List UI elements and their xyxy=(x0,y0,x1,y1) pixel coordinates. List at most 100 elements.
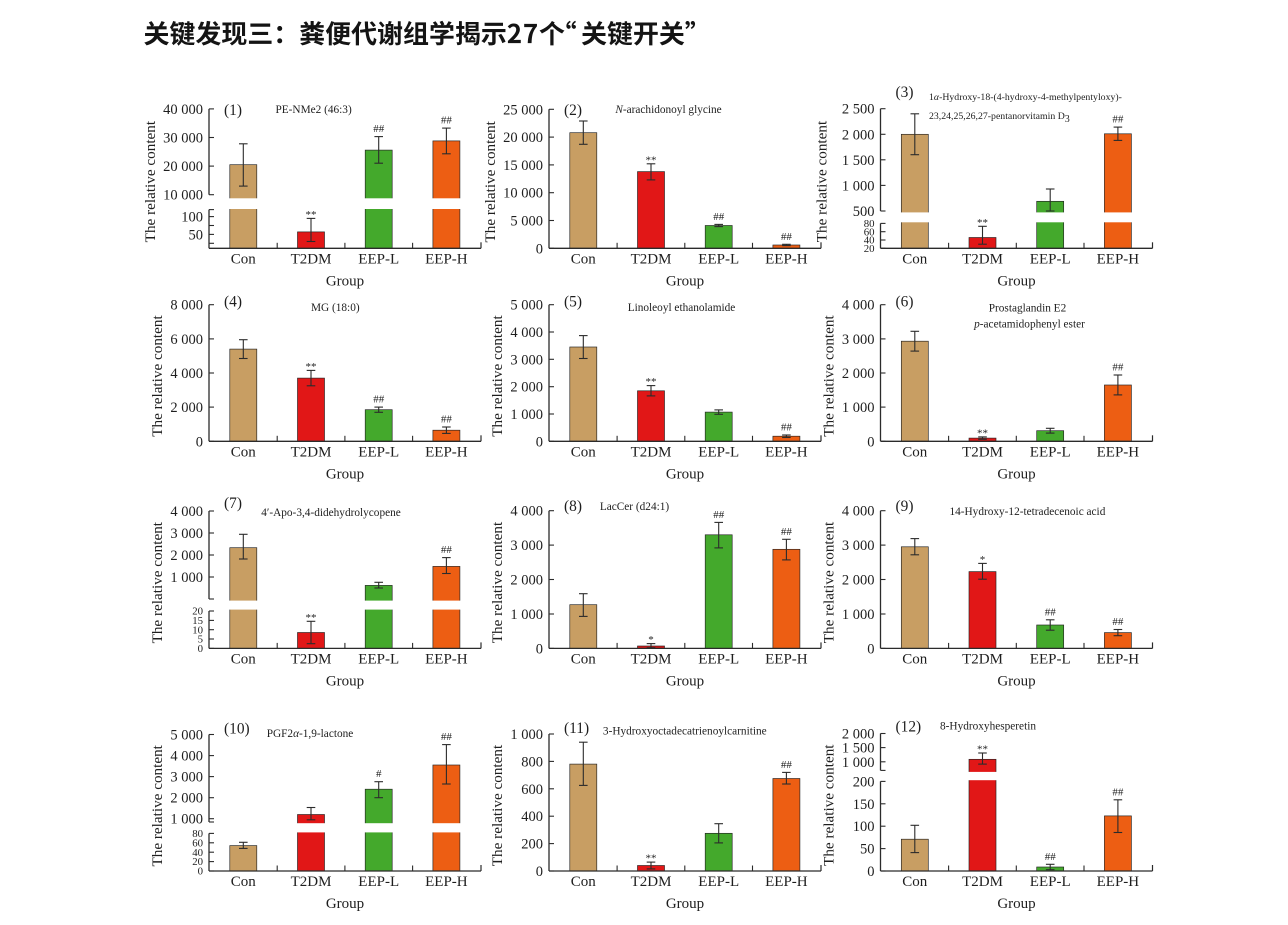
svg-text:4 000: 4 000 xyxy=(842,504,875,520)
svg-text:T2DM: T2DM xyxy=(962,874,1003,890)
svg-text:##: ## xyxy=(781,231,793,243)
svg-text:10 000: 10 000 xyxy=(163,188,203,204)
svg-text:50: 50 xyxy=(860,842,875,858)
svg-text:80: 80 xyxy=(864,218,875,230)
svg-text:80: 80 xyxy=(192,828,203,840)
svg-text:##: ## xyxy=(373,123,385,135)
svg-text:1 000: 1 000 xyxy=(510,727,543,743)
svg-text:Con: Con xyxy=(231,251,257,267)
svg-text:Group: Group xyxy=(997,896,1035,912)
svg-text:Prostaglandin E2: Prostaglandin E2 xyxy=(989,303,1067,315)
svg-text:(11): (11) xyxy=(564,720,589,737)
svg-text:(1): (1) xyxy=(224,102,242,119)
svg-text:Con: Con xyxy=(902,444,928,460)
svg-text:150: 150 xyxy=(853,797,875,813)
svg-text:T2DM: T2DM xyxy=(291,874,332,890)
svg-text:40 000: 40 000 xyxy=(163,102,203,118)
svg-text:2 000: 2 000 xyxy=(842,573,875,589)
svg-text:Con: Con xyxy=(231,444,257,460)
svg-text:1 000: 1 000 xyxy=(842,400,875,416)
svg-text:The relative content: The relative content xyxy=(149,315,166,437)
svg-text:Group: Group xyxy=(666,273,704,289)
svg-text:**: ** xyxy=(646,154,657,166)
svg-text:##: ## xyxy=(441,414,453,426)
svg-text:#: # xyxy=(376,768,382,780)
svg-text:(12): (12) xyxy=(896,719,922,736)
svg-text:(7): (7) xyxy=(224,495,242,512)
svg-text:(4): (4) xyxy=(224,294,242,311)
svg-text:##: ## xyxy=(713,211,725,223)
svg-text:The relative content: The relative content xyxy=(482,120,499,242)
svg-text:3 000: 3 000 xyxy=(170,770,203,786)
svg-text:EEP-L: EEP-L xyxy=(1030,874,1071,890)
svg-text:2 000: 2 000 xyxy=(842,127,875,143)
svg-text:0: 0 xyxy=(536,641,543,657)
svg-text:PGF2α-1,9-lactone: PGF2α-1,9-lactone xyxy=(267,728,354,740)
svg-text:0: 0 xyxy=(536,864,543,880)
svg-text:0: 0 xyxy=(536,241,543,257)
svg-text:The relative content: The relative content xyxy=(142,120,159,242)
svg-text:(2): (2) xyxy=(564,102,582,119)
svg-text:Con: Con xyxy=(571,874,597,890)
svg-text:EEP-H: EEP-H xyxy=(1097,874,1140,890)
svg-text:The relative content: The relative content xyxy=(489,315,506,437)
svg-text:3 000: 3 000 xyxy=(842,332,875,348)
svg-text:EEP-L: EEP-L xyxy=(698,444,739,460)
svg-text:3-Hydroxyoctadecatrienoylcarni: 3-Hydroxyoctadecatrienoylcarnitine xyxy=(603,726,767,738)
svg-text:200: 200 xyxy=(853,774,875,790)
svg-text:##: ## xyxy=(1045,851,1057,863)
svg-text:Linoleoyl ethanolamide: Linoleoyl ethanolamide xyxy=(628,302,736,314)
svg-text:20: 20 xyxy=(192,606,203,618)
svg-text:Con: Con xyxy=(231,651,257,667)
svg-text:**: ** xyxy=(646,853,657,865)
svg-text:EEP-H: EEP-H xyxy=(1097,251,1140,267)
svg-text:Con: Con xyxy=(902,651,928,667)
svg-text:1 000: 1 000 xyxy=(510,607,543,623)
svg-text:EEP-L: EEP-L xyxy=(698,874,739,890)
svg-text:0: 0 xyxy=(198,866,203,878)
svg-text:40: 40 xyxy=(192,847,203,859)
svg-text:10: 10 xyxy=(192,624,203,636)
svg-text:EEP-L: EEP-L xyxy=(698,251,739,267)
svg-text:Con: Con xyxy=(902,874,928,890)
svg-text:0: 0 xyxy=(196,434,203,450)
svg-text:100: 100 xyxy=(181,210,203,226)
svg-text:15 000: 15 000 xyxy=(503,158,543,174)
svg-text:(8): (8) xyxy=(564,498,582,515)
svg-text:4 000: 4 000 xyxy=(170,504,203,520)
svg-text:**: ** xyxy=(977,217,988,229)
svg-text:**: ** xyxy=(306,361,317,373)
svg-text:**: ** xyxy=(977,744,988,756)
svg-text:Group: Group xyxy=(326,896,364,912)
svg-text:200: 200 xyxy=(521,837,543,853)
svg-text:Group: Group xyxy=(326,673,364,689)
svg-text:EEP-L: EEP-L xyxy=(1030,251,1071,267)
svg-text:EEP-H: EEP-H xyxy=(1097,444,1140,460)
svg-text:N-arachidonoyl glycine: N-arachidonoyl glycine xyxy=(614,104,721,116)
svg-text:2 000: 2 000 xyxy=(170,400,203,416)
svg-text:EEP-L: EEP-L xyxy=(1030,651,1071,667)
svg-text:3 000: 3 000 xyxy=(510,352,543,368)
svg-text:50: 50 xyxy=(189,227,204,243)
svg-text:2 500: 2 500 xyxy=(842,102,875,118)
svg-text:Group: Group xyxy=(666,896,704,912)
svg-text:EEP-H: EEP-H xyxy=(425,874,468,890)
svg-text:*: * xyxy=(648,634,654,646)
svg-text:The relative content: The relative content xyxy=(814,120,831,242)
svg-text:8 000: 8 000 xyxy=(170,298,203,314)
svg-text:##: ## xyxy=(781,759,793,771)
svg-text:4 000: 4 000 xyxy=(842,298,875,314)
svg-text:T2DM: T2DM xyxy=(631,651,672,667)
svg-text:##: ## xyxy=(1045,606,1057,618)
svg-text:Con: Con xyxy=(571,651,597,667)
svg-text:**: ** xyxy=(306,209,317,221)
svg-text:EEP-L: EEP-L xyxy=(698,651,739,667)
svg-text:Group: Group xyxy=(997,466,1035,482)
svg-text:600: 600 xyxy=(521,782,543,798)
svg-text:4 000: 4 000 xyxy=(170,366,203,382)
svg-text:20: 20 xyxy=(192,856,203,868)
svg-text:T2DM: T2DM xyxy=(962,651,1003,667)
svg-text:The relative content: The relative content xyxy=(821,521,838,643)
svg-text:4′-Apo-3,4-didehydrolycopene: 4′-Apo-3,4-didehydrolycopene xyxy=(261,507,401,519)
svg-text:4 000: 4 000 xyxy=(510,504,543,520)
